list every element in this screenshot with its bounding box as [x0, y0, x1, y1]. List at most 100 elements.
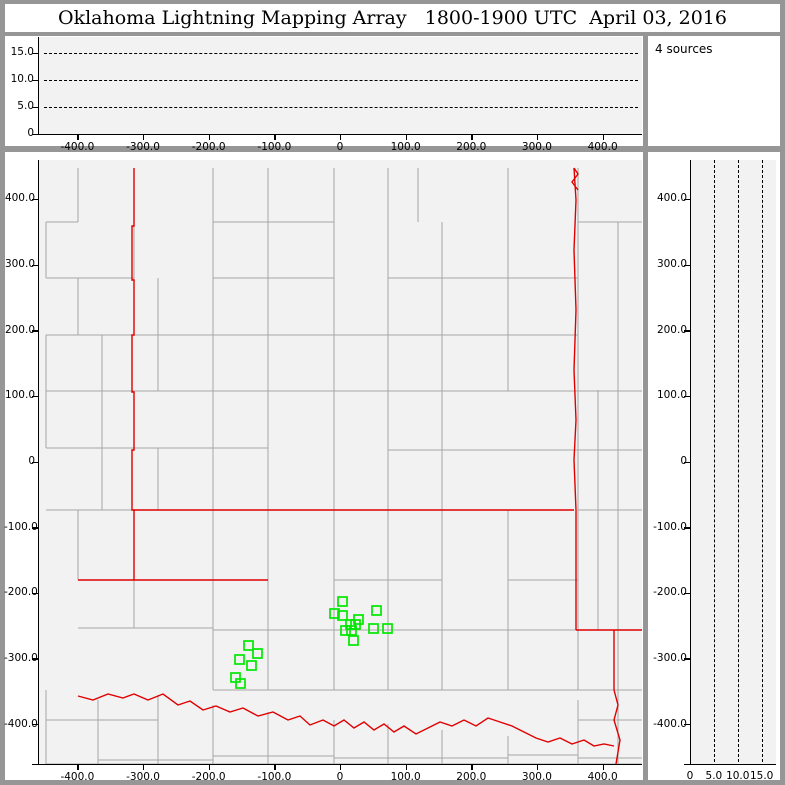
map-x-tick-label: -300.0	[126, 771, 160, 783]
top-x-tickmark	[340, 134, 342, 140]
right-x-tick-label: 0	[686, 770, 694, 782]
right-y-tick-label: -100.0	[653, 520, 687, 533]
sources-count-panel: 4 sources	[648, 36, 780, 146]
map-y-tick-label: 400.0	[4, 192, 35, 205]
map-y-tickmark	[32, 592, 39, 595]
top-x-tick-label: 0	[336, 141, 344, 153]
right-x-tick-label: 5.0	[705, 770, 723, 782]
top-y-tick-label: 0	[27, 127, 34, 139]
map-x-tick-label: 200.0	[456, 771, 487, 783]
right-y-tickmark	[684, 198, 691, 201]
right-x-tick-label: 15.0	[749, 770, 774, 782]
map-x-axis-line	[32, 764, 642, 766]
map-y-tickmark	[32, 330, 39, 332]
map-x-tickmark	[77, 764, 79, 770]
top-x-tickmark	[602, 134, 604, 140]
top-x-axis-line	[32, 134, 642, 136]
top-x-tickmark	[471, 134, 473, 140]
right-y-tick-label: -200.0	[653, 586, 687, 599]
right-y-tick-label: -400.0	[653, 717, 687, 730]
right-gridline	[737, 160, 739, 762]
top-y-axis-line	[38, 37, 40, 135]
map-y-tick-label: -100.0	[4, 520, 38, 533]
page-title: Oklahoma Lightning Mapping Array 1800-19…	[58, 7, 727, 29]
map-x-tickmark	[274, 764, 276, 770]
map-y-tick-label: 0	[28, 455, 35, 467]
map-y-tickmark	[32, 198, 39, 201]
map-x-tick-label: 0	[336, 771, 344, 783]
top-x-tick-label: -200.0	[191, 141, 226, 153]
map-panel[interactable]: 400.0 300.0 200.0 100.0 0 -100.0 -200.0 -300.0 -…	[4, 152, 643, 783]
county-boundaries	[45, 168, 642, 764]
map-y-tick-label: 200.0	[4, 323, 35, 336]
sources-count-label: 4 sources	[655, 42, 713, 56]
right-y-tickmark	[684, 395, 691, 398]
top-x-tickmark	[536, 134, 539, 140]
top-y-tick-label: 10.0	[10, 73, 34, 86]
map-x-tickmark	[340, 764, 342, 770]
map-x-tickmark	[405, 764, 408, 770]
map-y-tickmark	[32, 527, 39, 529]
top-gridline	[44, 107, 638, 109]
top-x-tick-label: -400.0	[60, 141, 95, 153]
top-x-tickmark	[77, 134, 79, 140]
top-y-tick-label: 5.0	[17, 100, 34, 113]
right-y-tick-label: 200.0	[656, 323, 687, 336]
right-y-tick-label: 300.0	[656, 258, 687, 271]
map-plot-area[interactable]	[38, 160, 642, 764]
top-y-tickmark	[32, 79, 39, 81]
map-geography	[45, 167, 642, 764]
top-chart-panel[interactable]: 0 5.0 10.0 15.0 -400.0 -300.0 -200.0 -100.0 0 100…	[5, 36, 643, 153]
top-x-tickmark	[274, 134, 276, 140]
right-y-tickmark	[684, 264, 691, 266]
right-y-tickmark	[684, 461, 691, 463]
top-x-tickmark	[143, 134, 145, 140]
right-x-axis-line	[684, 764, 776, 766]
map-y-tickmark	[32, 264, 39, 266]
right-y-tick-label: -300.0	[653, 651, 687, 664]
map-x-tick-label: 100.0	[390, 771, 421, 783]
map-y-tickmark	[32, 395, 39, 398]
map-y-tick-label: 300.0	[4, 258, 35, 271]
right-y-tick-label: 0	[680, 455, 687, 467]
map-x-tick-label: -200.0	[191, 771, 226, 783]
map-y-tick-label: -400.0	[4, 717, 38, 730]
right-chart-panel[interactable]: 400.0 300.0 200.0 100.0 0 -100.0 -200.0 -300.0 -…	[648, 152, 780, 782]
map-y-tick-label: 100.0	[4, 389, 35, 402]
map-x-tick-label: 300.0	[521, 771, 552, 783]
right-y-tickmark	[684, 658, 691, 660]
map-x-tickmark	[471, 764, 473, 770]
map-x-tickmark	[602, 764, 604, 770]
map-x-tickmark	[143, 764, 145, 770]
vhf-source-markers	[230, 596, 393, 689]
map-x-tickmark	[536, 764, 539, 770]
top-x-tick-label: 200.0	[456, 141, 487, 153]
top-x-tick-label: 100.0	[390, 141, 421, 153]
map-y-tickmark	[32, 658, 39, 660]
right-y-tickmark	[684, 527, 691, 529]
right-y-tick-label: 400.0	[656, 192, 687, 205]
title-bar: Oklahoma Lightning Mapping Array 1800-19…	[5, 4, 780, 32]
top-gridline	[44, 80, 638, 82]
right-x-tick-label: 10.0	[726, 770, 750, 782]
top-x-tick-label: -100.0	[257, 141, 292, 153]
map-x-tick-label: 400.0	[587, 771, 618, 783]
top-chart-plot-area[interactable]	[38, 37, 642, 134]
top-x-tick-label: 300.0	[521, 141, 552, 153]
map-y-tickmark	[32, 724, 39, 726]
right-y-tickmark	[684, 724, 691, 726]
map-x-tick-label: -100.0	[257, 771, 292, 783]
map-x-tick-label: -400.0	[60, 771, 95, 783]
right-y-tickmark	[684, 330, 691, 332]
right-chart-plot-area[interactable]	[690, 160, 776, 764]
right-y-tickmark	[684, 592, 691, 595]
top-y-tickmark	[32, 52, 39, 55]
top-x-tick-label: 400.0	[587, 141, 618, 153]
top-y-tick-label: 15.0	[10, 46, 34, 59]
map-y-tick-label: -200.0	[4, 586, 38, 599]
right-gridline	[713, 160, 715, 762]
right-gridline	[761, 160, 763, 762]
right-y-tick-label: 100.0	[656, 389, 687, 402]
map-y-tickmark	[32, 461, 39, 463]
state-boundaries	[77, 167, 642, 764]
